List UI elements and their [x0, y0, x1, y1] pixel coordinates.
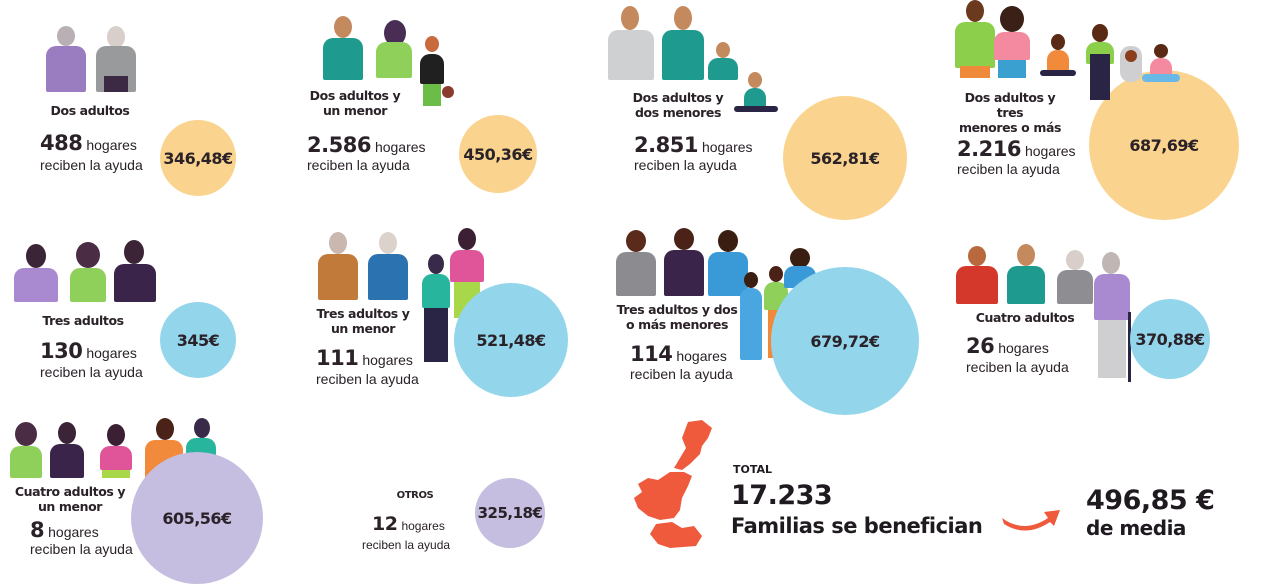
average-caption: de media — [1086, 516, 1186, 540]
boy-backpack-illustration — [418, 254, 454, 362]
household-count: 2.851 hogares — [634, 133, 753, 157]
elderly-woman-illustration — [44, 24, 88, 92]
woman-dark-illustration — [48, 422, 86, 478]
woman-purple-illustration — [662, 228, 706, 296]
girl-illustration — [738, 272, 764, 360]
receive-label: reciben la ayuda — [307, 157, 410, 173]
amount-bubble: 521,48€ — [454, 283, 568, 397]
household-count: 130 hogares — [40, 339, 137, 363]
receive-label: reciben la ayuda — [40, 157, 143, 173]
elderly-man-illustration — [366, 232, 410, 300]
baby-illustration — [1120, 46, 1142, 82]
elderly-man-illustration — [1056, 250, 1094, 304]
household-count: 12 hogares — [372, 513, 445, 535]
receive-label: reciben la ayuda — [634, 157, 737, 173]
amount-bubble: 687,69€ — [1089, 70, 1239, 220]
woman-illustration — [374, 20, 414, 80]
category-title: Tres adultos y un menor — [316, 306, 410, 336]
man-red-illustration — [954, 246, 1000, 304]
amount-bubble: 346,48€ — [160, 120, 236, 196]
household-count: 488 hogares — [40, 131, 137, 155]
man-illustration — [954, 0, 996, 78]
woman-green-illustration — [8, 422, 44, 478]
woman-blue-illustration — [706, 230, 750, 296]
woman-illustration — [992, 6, 1032, 78]
amount-bubble: 450,36€ — [459, 115, 537, 193]
household-count: 8 hogares — [30, 518, 99, 542]
category-title: Dos adultos — [50, 103, 130, 118]
elderly-man-illustration — [94, 24, 138, 92]
sitting-baby-illustration — [1142, 44, 1180, 86]
household-count: 114 hogares — [630, 342, 727, 366]
woman-green-illustration — [68, 242, 108, 302]
receive-label: reciben la ayuda — [362, 538, 451, 552]
receive-label: reciben la ayuda — [630, 366, 733, 382]
household-count: 2.216 hogares — [957, 137, 1076, 161]
woman-dark-illustration — [112, 240, 158, 302]
category-title: Dos adultos y un menor — [309, 88, 401, 118]
woman-pink-illustration — [98, 424, 134, 478]
category-title: Cuatro adultos y un menor — [14, 484, 126, 514]
category-title: Dos adultos y dos menores — [632, 90, 724, 120]
amount-bubble: 605,56€ — [131, 452, 263, 584]
child-overalls-illustration — [1084, 24, 1116, 102]
child-illustration — [706, 42, 740, 80]
curved-arrow-icon — [1002, 510, 1060, 531]
bearded-man-illustration — [1006, 244, 1046, 304]
amount-bubble: 345€ — [160, 302, 236, 378]
woman-purple-illustration — [12, 244, 60, 302]
receive-label: reciben la ayuda — [966, 359, 1069, 375]
category-title: Dos adultos y tres menores o más — [958, 90, 1062, 135]
total-label: TOTAL — [733, 463, 773, 476]
receive-label: reciben la ayuda — [957, 161, 1060, 177]
amount-bubble: 370,88€ — [1130, 299, 1210, 379]
child-illustration — [418, 36, 454, 128]
category-title: Tres adultos y dos o más menores — [616, 302, 738, 332]
sitting-child-illustration — [1040, 34, 1076, 78]
man-with-bag-illustration — [604, 6, 656, 80]
elderly-woman-illustration — [316, 232, 360, 300]
woman-grey-illustration — [614, 230, 658, 296]
man-illustration — [322, 16, 364, 80]
valencia-region-map-icon — [634, 420, 712, 548]
category-title: Tres adultos — [42, 313, 124, 328]
average-value: 496,85 € — [1086, 485, 1215, 516]
amount-bubble: 562,81€ — [783, 96, 907, 220]
receive-label: reciben la ayuda — [40, 364, 143, 380]
receive-label: reciben la ayuda — [316, 371, 419, 387]
category-title: OTROS — [396, 490, 434, 501]
household-count: 111 hogares — [316, 346, 413, 370]
total-value: 17.233 — [731, 480, 833, 511]
receive-label: reciben la ayuda — [30, 541, 133, 557]
household-count: 2.586 hogares — [307, 133, 426, 157]
bearded-man-illustration — [660, 6, 706, 80]
amount-bubble: 679,72€ — [771, 267, 919, 415]
elderly-woman-cane-illustration — [1090, 252, 1134, 384]
amount-bubble: 325,18€ — [475, 478, 545, 548]
household-count: 26 hogares — [966, 334, 1049, 358]
total-caption: Familias se benefician — [731, 514, 983, 538]
category-title: Cuatro adultos — [975, 310, 1075, 325]
sitting-child-illustration — [734, 72, 778, 118]
